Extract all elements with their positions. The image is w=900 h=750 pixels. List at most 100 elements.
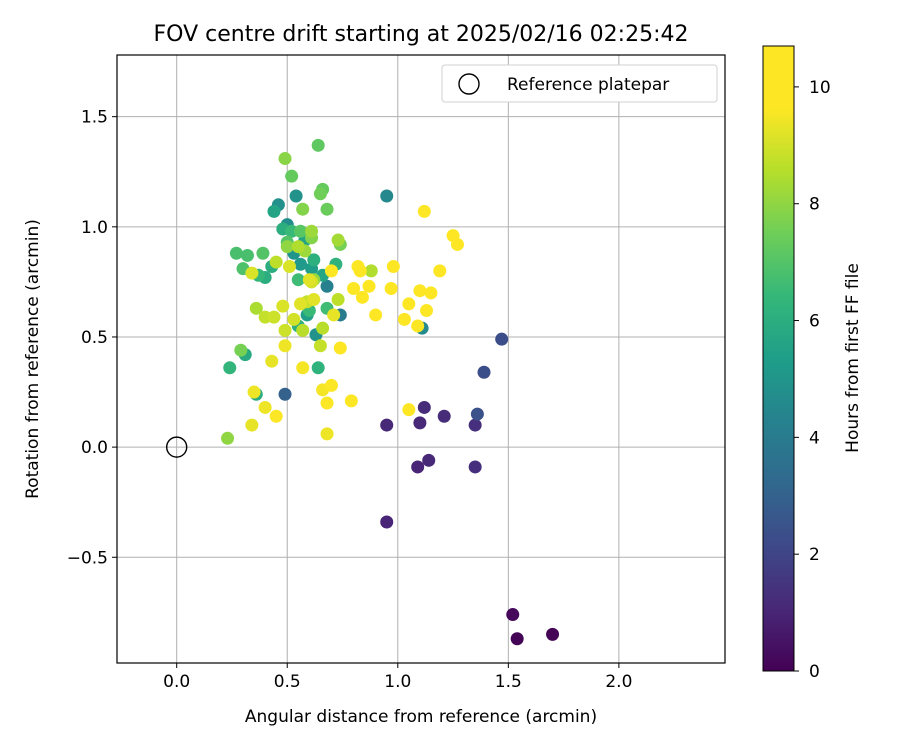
reference-marker bbox=[165, 436, 188, 458]
data-point bbox=[223, 361, 237, 375]
data-point bbox=[320, 279, 334, 293]
legend-box bbox=[441, 64, 718, 103]
grid-lines bbox=[117, 55, 725, 663]
data-point bbox=[278, 323, 292, 337]
data-point bbox=[470, 407, 484, 421]
data-point bbox=[468, 460, 482, 474]
data-point bbox=[353, 264, 367, 278]
data-point bbox=[468, 418, 482, 432]
x-tick-label: 1.0 bbox=[384, 672, 411, 692]
data-point bbox=[267, 204, 281, 218]
data-point bbox=[278, 152, 292, 166]
data-point bbox=[278, 387, 292, 401]
data-point bbox=[411, 460, 425, 474]
data-point bbox=[347, 282, 361, 296]
data-point bbox=[422, 453, 436, 467]
data-point bbox=[294, 224, 308, 238]
x-tick-label: 0.0 bbox=[163, 672, 190, 692]
data-point bbox=[320, 202, 334, 216]
data-point bbox=[424, 286, 438, 300]
chart-title: FOV centre drift starting at 2025/02/16 … bbox=[154, 22, 689, 47]
data-point bbox=[294, 257, 308, 271]
data-point bbox=[324, 378, 338, 392]
data-point bbox=[364, 264, 378, 278]
data-point bbox=[307, 293, 321, 307]
data-point bbox=[411, 319, 425, 333]
data-point bbox=[287, 312, 301, 326]
data-point bbox=[285, 169, 299, 183]
colorbar: 0 2 4 6 8 10 Hours from first FF file bbox=[762, 45, 863, 682]
colorbar-tick-label: 0 bbox=[809, 662, 820, 682]
data-point bbox=[344, 394, 358, 408]
data-point bbox=[296, 202, 310, 216]
data-point bbox=[276, 299, 290, 313]
data-point bbox=[302, 273, 316, 287]
colorbar-label: Hours from first FF file bbox=[843, 263, 863, 453]
data-point bbox=[380, 418, 394, 432]
data-point bbox=[311, 138, 325, 152]
data-point bbox=[221, 431, 235, 445]
data-point bbox=[397, 312, 411, 326]
data-point bbox=[269, 409, 283, 423]
colorbar-tick-label: 10 bbox=[809, 78, 831, 98]
data-point bbox=[282, 259, 296, 273]
data-point bbox=[355, 290, 369, 304]
data-point bbox=[380, 189, 394, 203]
y-tick-label: 1.5 bbox=[81, 108, 108, 128]
colorbar-tick-label: 2 bbox=[809, 545, 820, 565]
data-point bbox=[234, 343, 248, 357]
data-point bbox=[320, 427, 334, 441]
data-point bbox=[267, 310, 281, 324]
data-point bbox=[320, 396, 334, 410]
data-point bbox=[546, 627, 560, 641]
data-point bbox=[311, 361, 325, 375]
y-tick-label: 0.0 bbox=[81, 438, 108, 458]
data-point bbox=[417, 204, 431, 218]
data-point bbox=[229, 246, 243, 260]
data-point bbox=[289, 189, 303, 203]
data-point bbox=[437, 409, 451, 423]
data-point bbox=[258, 400, 272, 414]
data-point bbox=[249, 301, 263, 315]
data-point bbox=[278, 339, 292, 353]
data-point bbox=[256, 246, 270, 260]
data-point bbox=[307, 253, 321, 267]
data-point bbox=[450, 237, 464, 251]
data-point bbox=[316, 321, 330, 335]
data-point bbox=[245, 266, 259, 280]
data-point bbox=[333, 341, 347, 355]
plot-frame bbox=[116, 54, 726, 664]
data-point bbox=[269, 255, 283, 269]
y-axis-ticks: −0.5 0.0 0.5 1.0 1.5 bbox=[67, 108, 117, 568]
data-point bbox=[417, 400, 431, 414]
x-tick-label: 2.0 bbox=[605, 672, 632, 692]
data-point bbox=[402, 403, 416, 417]
data-point bbox=[413, 416, 427, 430]
reference-point bbox=[165, 436, 188, 458]
data-point bbox=[294, 297, 308, 311]
data-point bbox=[324, 264, 338, 278]
data-point bbox=[495, 332, 509, 346]
data-point bbox=[402, 297, 416, 311]
data-point bbox=[280, 240, 294, 254]
data-point bbox=[384, 282, 398, 296]
x-axis-label: Angular distance from reference (arcmin) bbox=[245, 707, 597, 727]
colorbar-gradient bbox=[762, 45, 795, 672]
data-point bbox=[477, 365, 491, 379]
colorbar-tick-label: 8 bbox=[809, 195, 820, 215]
y-tick-label: 1.0 bbox=[81, 218, 108, 238]
data-point bbox=[506, 608, 520, 622]
x-tick-label: 1.5 bbox=[495, 672, 522, 692]
x-axis-ticks: 0.0 0.5 1.0 1.5 2.0 bbox=[163, 663, 632, 692]
y-tick-label: −0.5 bbox=[67, 548, 108, 568]
data-points bbox=[221, 138, 560, 646]
data-point bbox=[420, 304, 434, 318]
data-point bbox=[247, 385, 261, 399]
x-tick-label: 0.5 bbox=[274, 672, 301, 692]
legend: Reference platepar bbox=[441, 64, 718, 103]
legend-label: Reference platepar bbox=[507, 75, 669, 95]
data-point bbox=[296, 361, 310, 375]
data-point bbox=[433, 264, 447, 278]
data-point bbox=[313, 339, 327, 353]
